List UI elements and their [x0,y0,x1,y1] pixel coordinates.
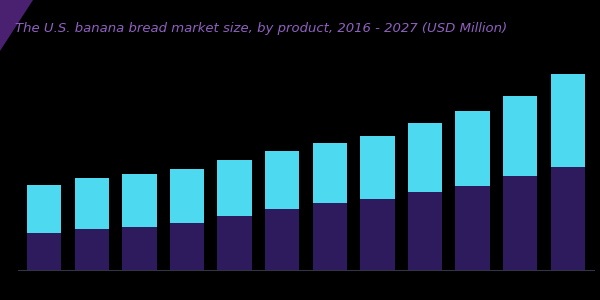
Bar [503,176,538,270]
Bar [503,96,538,176]
Text: The U.S. banana bread market size, by product, 2016 - 2027 (USD Million): The U.S. banana bread market size, by pr… [15,22,507,34]
Bar [408,192,442,270]
Bar [122,174,157,227]
Bar [27,233,61,270]
Bar [217,216,252,270]
Bar [455,186,490,270]
Bar [217,160,252,216]
Bar [74,229,109,270]
Bar [74,178,109,229]
Bar [360,199,395,270]
Bar [27,185,61,233]
Bar [360,136,395,199]
Bar [170,169,204,224]
Bar [265,151,299,209]
Bar [408,123,442,192]
Bar [170,224,204,270]
Bar [313,203,347,270]
Bar [122,227,157,270]
Bar [313,142,347,203]
Bar [455,111,490,186]
Bar [265,209,299,270]
Polygon shape [0,0,33,51]
Bar [551,167,585,270]
Bar [551,74,585,167]
